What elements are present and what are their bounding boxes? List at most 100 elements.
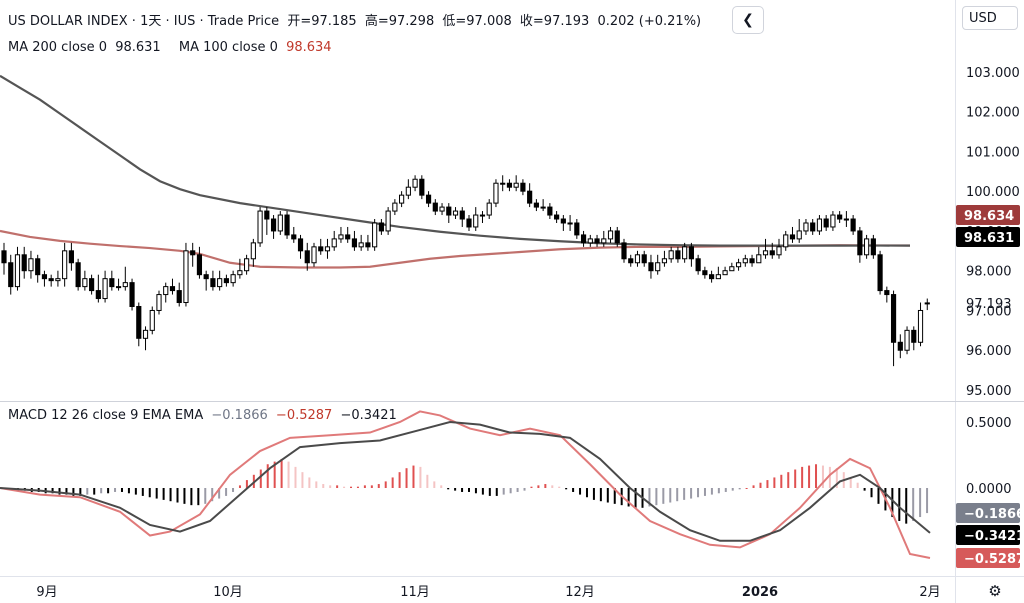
candle-body xyxy=(156,294,162,311)
candle xyxy=(284,211,290,239)
candle xyxy=(62,242,68,287)
histogram-bar xyxy=(315,481,318,488)
candle xyxy=(217,270,223,291)
histogram-bar xyxy=(266,464,269,488)
macd-legend[interactable]: MACD 12 26 close 9 EMA EMA −0.1866 −0.52… xyxy=(8,408,401,423)
candle-body xyxy=(270,218,277,232)
time-axis[interactable]: 9月 10月 11月 12月 2026 2月 xyxy=(36,585,940,600)
candle xyxy=(14,246,21,291)
histogram-bar xyxy=(405,468,408,488)
candle xyxy=(580,230,587,247)
candle xyxy=(210,270,216,291)
candle xyxy=(567,215,573,231)
histogram-bar xyxy=(724,488,727,492)
moving-averages xyxy=(0,74,911,269)
price-tick-label: 100.000 xyxy=(966,185,1020,200)
candle-body xyxy=(257,210,263,244)
symbol-title[interactable]: US DOLLAR INDEX · 1天 · IUS · Trade Price xyxy=(8,14,280,29)
histogram-bar xyxy=(697,488,700,498)
hist-badge: −0.1866 xyxy=(964,507,1024,522)
candle-body xyxy=(304,250,310,264)
candle xyxy=(257,207,263,247)
time-tick-label: 2月 xyxy=(919,585,940,600)
histogram-bar xyxy=(468,488,470,492)
histogram-bar xyxy=(898,488,901,521)
histogram-bar xyxy=(537,485,540,488)
candle-body xyxy=(446,206,452,216)
candle xyxy=(634,250,641,267)
histogram-bar xyxy=(377,484,380,488)
candle-body xyxy=(594,238,600,244)
histogram-bar xyxy=(669,488,672,503)
histogram-bar xyxy=(648,488,651,507)
macd-hist-value: −0.1866 xyxy=(211,408,268,423)
candle-body xyxy=(217,278,223,288)
candle xyxy=(55,270,61,287)
candle xyxy=(695,254,701,275)
candle-body xyxy=(331,238,337,248)
candle xyxy=(136,302,142,347)
candle xyxy=(547,203,553,220)
candle xyxy=(237,258,243,279)
candle-body xyxy=(634,254,641,264)
candle-body xyxy=(870,238,876,256)
histogram-bar xyxy=(565,488,568,490)
histogram-bar xyxy=(821,465,824,488)
ma200-label: MA 200 close 0 xyxy=(8,40,108,55)
histogram-bar xyxy=(731,488,734,491)
candle xyxy=(244,254,250,275)
candle-body xyxy=(466,218,472,228)
candle xyxy=(473,207,479,231)
ma200-value: 98.631 xyxy=(115,40,161,55)
histogram-bar xyxy=(58,488,61,495)
candle xyxy=(742,254,748,267)
candle-body xyxy=(230,274,236,284)
candle xyxy=(776,238,782,259)
ma-legend[interactable]: MA 200 close 0 98.631 MA 100 close 0 98.… xyxy=(8,40,336,55)
close-value: 收=97.193 xyxy=(519,14,590,29)
histogram-bar xyxy=(100,488,103,494)
candle-body xyxy=(318,246,324,252)
collapse-legend-button[interactable]: ❮ xyxy=(732,6,764,34)
histogram-bar xyxy=(384,481,387,488)
candle xyxy=(843,211,849,227)
price-axis[interactable]: 103.000 102.000 101.000 100.000 99.000 98.000… xyxy=(966,66,1020,399)
histogram-bar xyxy=(488,488,491,496)
histogram-bar xyxy=(426,474,429,488)
candle xyxy=(89,274,95,295)
candle xyxy=(769,242,775,259)
candle-body xyxy=(183,250,189,304)
histogram-bar xyxy=(412,465,415,488)
histogram-bar xyxy=(780,474,783,488)
macd-line-value: −0.5287 xyxy=(275,408,333,423)
candle-body xyxy=(567,222,573,225)
histogram-bar xyxy=(801,466,804,488)
time-tick-label: 9月 xyxy=(36,585,57,600)
histogram-bar xyxy=(530,486,533,488)
candle xyxy=(756,246,762,264)
chart-settings-button[interactable]: ⚙ xyxy=(986,582,1004,600)
signal-badge: −0.3421 xyxy=(964,529,1024,544)
price-tick-label: 96.000 xyxy=(966,344,1012,359)
candle-body xyxy=(223,278,229,284)
candle xyxy=(601,230,607,247)
candle xyxy=(574,219,580,239)
histogram-bar xyxy=(905,488,908,524)
histogram-bar xyxy=(808,465,811,488)
candle-body xyxy=(412,178,418,188)
histogram-bar xyxy=(273,461,276,488)
currency-selector[interactable]: USD xyxy=(962,6,1018,30)
macd-label: MACD 12 26 close 9 EMA EMA xyxy=(8,408,204,423)
candle-body xyxy=(277,214,283,232)
candle xyxy=(506,179,513,192)
signal-badge-bg xyxy=(956,525,1020,545)
candle xyxy=(102,270,108,303)
histogram-bar xyxy=(65,488,68,495)
candle xyxy=(607,226,614,243)
candle xyxy=(270,215,277,239)
histogram-bar xyxy=(30,488,33,492)
candle xyxy=(735,258,742,271)
candle xyxy=(648,254,654,279)
candle-body xyxy=(668,250,674,260)
